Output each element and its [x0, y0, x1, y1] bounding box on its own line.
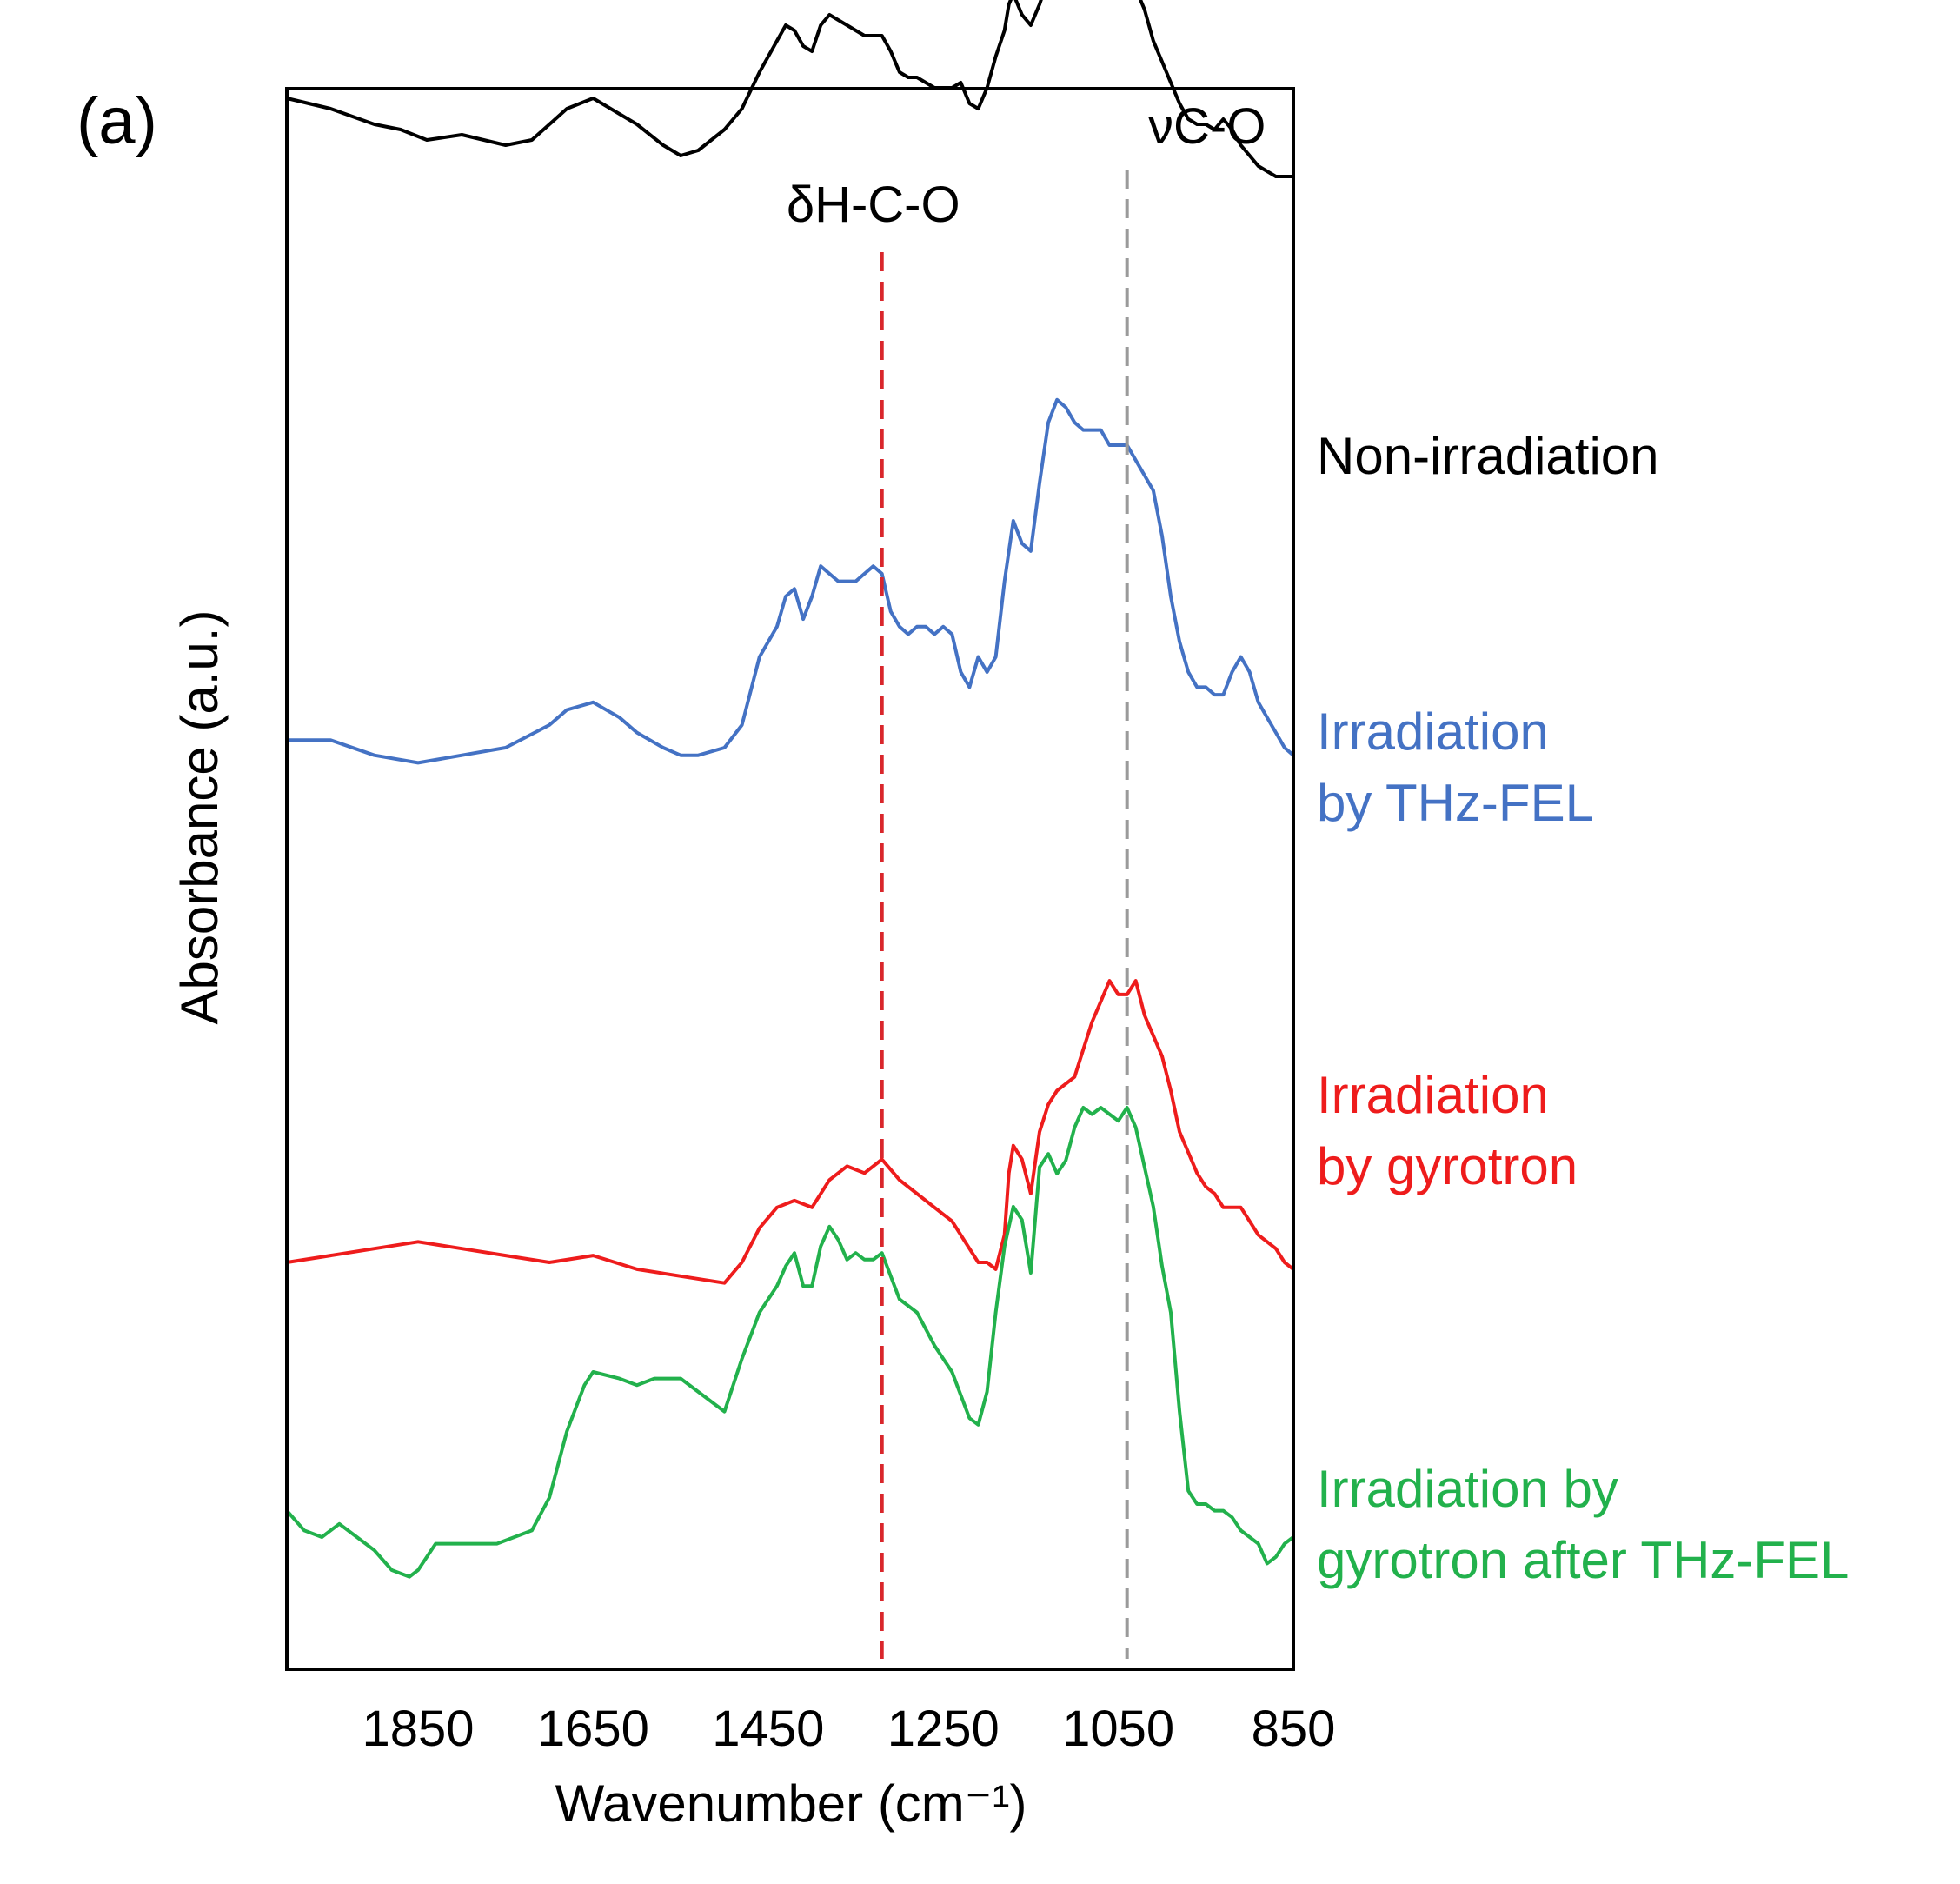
x-tick-label-850: 850 — [1252, 1701, 1336, 1757]
legend-label-irradiation-by-gyrotron-line-2: by gyrotron — [1317, 1137, 1578, 1195]
series-line-irradiation-by-gyrotron — [286, 979, 1295, 1285]
panel-label: (a) — [76, 84, 157, 158]
legend-label-irradiation-by-thz-fel-line-1: Irradiation — [1317, 702, 1549, 761]
series-line-irradiation-by-thz-fel — [287, 397, 1295, 765]
legend-label-irradiation-by-gyrotron-after-thz-fel-line-1: Irradiation by — [1317, 1460, 1618, 1518]
annotation-layer — [880, 170, 1129, 1659]
annotation-label-nu-co: νC-O — [1148, 98, 1266, 155]
series-line-non-irradiation — [286, 0, 1293, 178]
y-axis-label: Absorbance (a.u.) — [170, 610, 229, 1025]
series-line-irradiation-by-gyrotron-after-thz-fel — [285, 1106, 1295, 1579]
series-layer — [285, 0, 1295, 1579]
legend-label-irradiation-by-thz-fel-line-2: by THz-FEL — [1317, 774, 1594, 832]
x-tick-label-1050: 1050 — [1062, 1701, 1174, 1757]
x-tick-layer: 1850 1650 1450 1250 1050 850 — [362, 1701, 1336, 1757]
legend-layer: Non-irradiation Irradiation by THz-FEL Irra… — [1317, 427, 1849, 1589]
legend-label-irradiation-by-gyrotron-after-thz-fel-line-2: gyrotron after THz-FEL — [1317, 1531, 1849, 1589]
plot-frame — [285, 87, 1295, 1671]
annotation-label-delta-hco: δH-C-O — [787, 176, 960, 233]
legend-label-non-irradiation-line-1: Non-irradiation — [1317, 427, 1659, 485]
x-tick-label-1250: 1250 — [887, 1701, 1000, 1757]
x-axis-label: Wavenumber (cm⁻¹) — [555, 1774, 1027, 1833]
x-tick-label-1650: 1650 — [537, 1701, 649, 1757]
x-tick-label-1850: 1850 — [362, 1701, 475, 1757]
legend-label-irradiation-by-gyrotron-line-1: Irradiation — [1317, 1066, 1549, 1124]
plot-area — [285, 0, 1295, 1671]
x-tick-label-1450: 1450 — [712, 1701, 824, 1757]
